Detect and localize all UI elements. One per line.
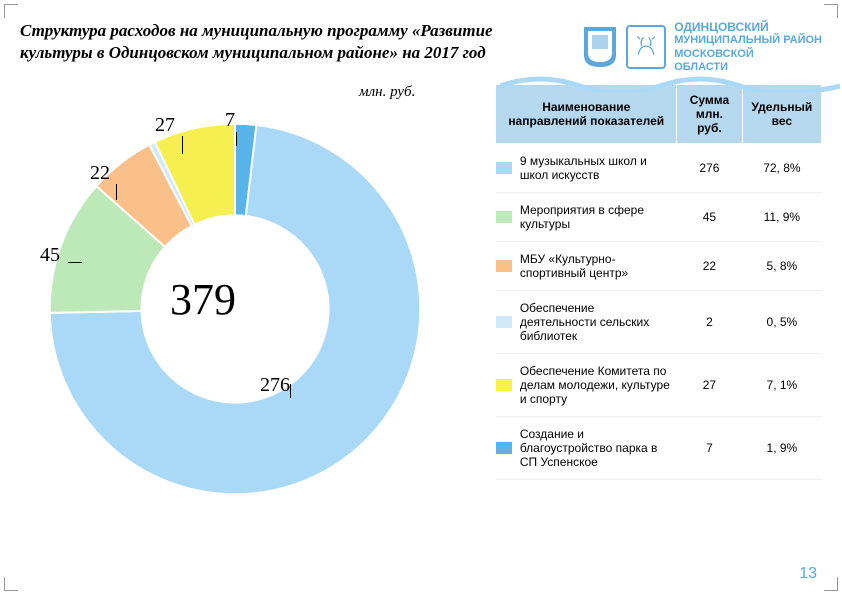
- slice-value-label: 22: [90, 162, 110, 185]
- row-weight: 11, 9%: [742, 192, 821, 241]
- main-content: млн. руб. 379 2764522277 Наименование на…: [0, 74, 842, 524]
- chart-area: млн. руб. 379 276 45 22 27 7: [20, 84, 475, 524]
- row-weight: 0, 5%: [742, 290, 821, 353]
- row-sum: 22: [677, 241, 743, 290]
- page-title: Структура расходов на муниципальную прог…: [20, 20, 500, 64]
- page-number: 13: [799, 565, 817, 583]
- slice-value-label: 276: [260, 374, 290, 397]
- th-name: Наименование направлений показателей: [496, 84, 677, 143]
- color-swatch: [496, 162, 512, 174]
- corner-mark: [4, 577, 18, 591]
- table-row: Обеспечение деятельности сельских библио…: [496, 290, 822, 353]
- corner-mark: [4, 4, 18, 18]
- row-name: МБУ «Культурно-спортивный центр»: [514, 241, 677, 290]
- data-table: Наименование направлений показателей Сум…: [495, 84, 822, 524]
- row-name: Мероприятия в сфере культуры: [514, 192, 677, 241]
- slice-value-label: 7: [225, 109, 235, 132]
- leader-line: [116, 184, 117, 200]
- logo-text: ОДИНЦОВСКИЙ МУНИЦИПАЛЬНЫЙ РАЙОН МОСКОВСК…: [674, 20, 822, 74]
- leader-line: [182, 136, 183, 154]
- th-sum: Сумма млн. руб.: [677, 84, 743, 143]
- deer-icon: [626, 25, 666, 69]
- row-weight: 1, 9%: [742, 416, 821, 479]
- row-sum: 276: [677, 143, 743, 192]
- table-row: Создание и благоустройство парка в СП Ус…: [496, 416, 822, 479]
- table-row: Мероприятия в сфере культуры4511, 9%: [496, 192, 822, 241]
- th-weight: Удельный вес: [742, 84, 821, 143]
- row-name: Обеспечение деятельности сельских библио…: [514, 290, 677, 353]
- color-swatch: [496, 379, 512, 391]
- table-row: 9 музыкальных школ и школ искусств27672,…: [496, 143, 822, 192]
- row-sum: 2: [677, 290, 743, 353]
- swatch-cell: [496, 290, 514, 353]
- corner-mark: [824, 577, 838, 591]
- color-swatch: [496, 442, 512, 454]
- unit-label: млн. руб.: [359, 84, 415, 101]
- row-sum: 45: [677, 192, 743, 241]
- logo-block: ОДИНЦОВСКИЙ МУНИЦИПАЛЬНЫЙ РАЙОН МОСКОВСК…: [582, 20, 822, 74]
- swatch-cell: [496, 143, 514, 192]
- leader-line: [236, 132, 237, 146]
- emblem-icon: [582, 25, 618, 69]
- slice-value-label: 27: [155, 114, 175, 137]
- leader-line: [290, 384, 291, 398]
- wave-decoration: [500, 72, 840, 92]
- row-name: Обеспечение Комитета по делам молодежи, …: [514, 353, 677, 416]
- swatch-cell: [496, 416, 514, 479]
- swatch-cell: [496, 241, 514, 290]
- swatch-cell: [496, 192, 514, 241]
- row-sum: 27: [677, 353, 743, 416]
- row-sum: 7: [677, 416, 743, 479]
- table-row: Обеспечение Комитета по делам молодежи, …: [496, 353, 822, 416]
- swatch-cell: [496, 353, 514, 416]
- row-weight: 5, 8%: [742, 241, 821, 290]
- table-row: МБУ «Культурно-спортивный центр»225, 8%: [496, 241, 822, 290]
- color-swatch: [496, 211, 512, 223]
- corner-mark: [824, 4, 838, 18]
- row-weight: 7, 1%: [742, 353, 821, 416]
- color-swatch: [496, 260, 512, 272]
- row-name: 9 музыкальных школ и школ искусств: [514, 143, 677, 192]
- leader-line: [68, 262, 82, 263]
- row-weight: 72, 8%: [742, 143, 821, 192]
- color-swatch: [496, 316, 512, 328]
- row-name: Создание и благоустройство парка в СП Ус…: [514, 416, 677, 479]
- chart-total: 379: [170, 274, 236, 325]
- header: Структура расходов на муниципальную прог…: [0, 0, 842, 74]
- slice-value-label: 45: [40, 244, 60, 267]
